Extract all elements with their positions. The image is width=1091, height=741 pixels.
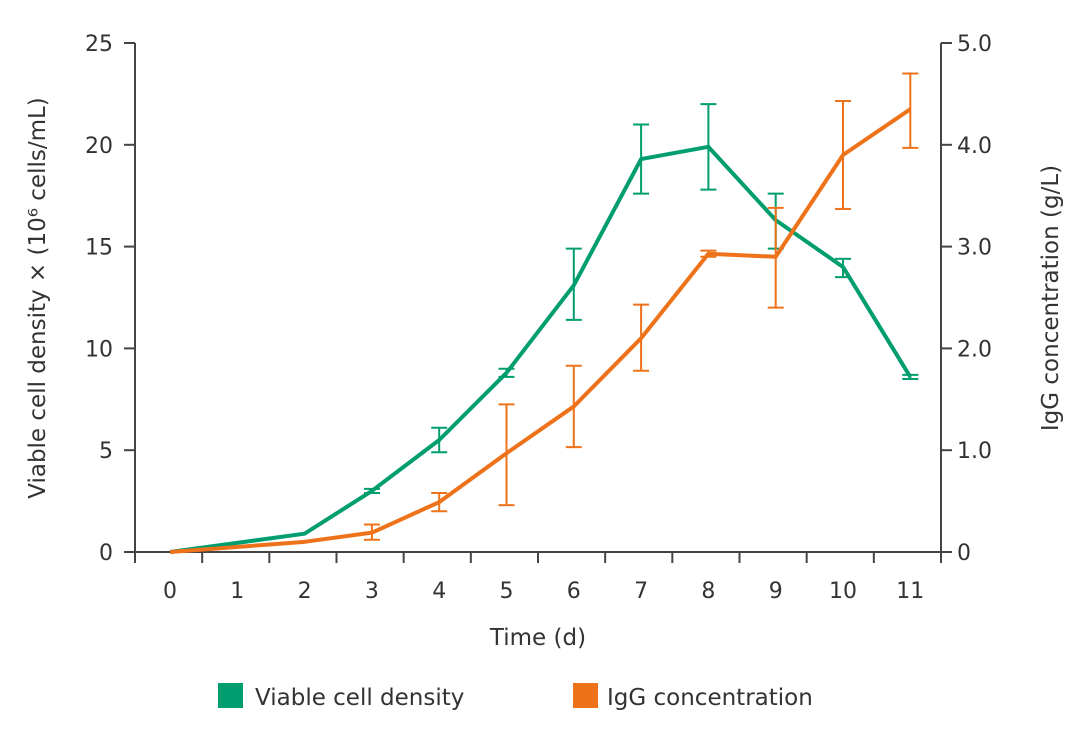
x-tick-label: 6 bbox=[567, 579, 581, 604]
x-tick-label: 0 bbox=[163, 579, 177, 604]
y-axis-label-left: Viable cell density × (10⁶ cells/mL) bbox=[25, 97, 51, 499]
y-tick-label-left: 15 bbox=[85, 236, 113, 261]
x-tick-label: 2 bbox=[298, 579, 312, 604]
series-line-viable-cell-density bbox=[169, 144, 913, 554]
y-tick-label-right: 0 bbox=[957, 541, 971, 566]
legend-label-igg-concentration: IgG concentration bbox=[607, 685, 813, 711]
y-tick-label-right: 1.0 bbox=[957, 439, 992, 464]
y-tick-label-right: 5.0 bbox=[957, 32, 992, 57]
legend-label-viable-cell-density: Viable cell density bbox=[255, 685, 464, 711]
x-tick-label: 10 bbox=[829, 579, 857, 604]
x-axis-label: Time (d) bbox=[489, 625, 586, 651]
x-tick-label: 5 bbox=[500, 579, 514, 604]
x-tick-label: 11 bbox=[896, 579, 924, 604]
legend-swatch-igg-concentration bbox=[573, 683, 598, 708]
y-tick-label-left: 25 bbox=[85, 32, 113, 57]
series-line-igg-concentration bbox=[169, 107, 912, 554]
x-tick-label: 3 bbox=[365, 579, 379, 604]
x-tick-label: 7 bbox=[634, 579, 648, 604]
y-tick-label-left: 0 bbox=[99, 541, 113, 566]
y-tick-label-right: 3.0 bbox=[957, 236, 992, 261]
x-tick-label: 1 bbox=[230, 579, 244, 604]
legend-swatch-viable-cell-density bbox=[218, 683, 243, 708]
y-tick-label-right: 4.0 bbox=[957, 134, 992, 159]
x-tick-label: 8 bbox=[701, 579, 715, 604]
y-tick-label-left: 5 bbox=[99, 439, 113, 464]
y-tick-label-left: 20 bbox=[85, 134, 113, 159]
y-tick-label-right: 2.0 bbox=[957, 337, 992, 362]
y-axis-label-right: IgG concentration (g/L) bbox=[1038, 165, 1064, 431]
x-tick-label: 4 bbox=[432, 579, 446, 604]
y-tick-label-left: 10 bbox=[85, 337, 113, 362]
x-tick-label: 9 bbox=[769, 579, 783, 604]
